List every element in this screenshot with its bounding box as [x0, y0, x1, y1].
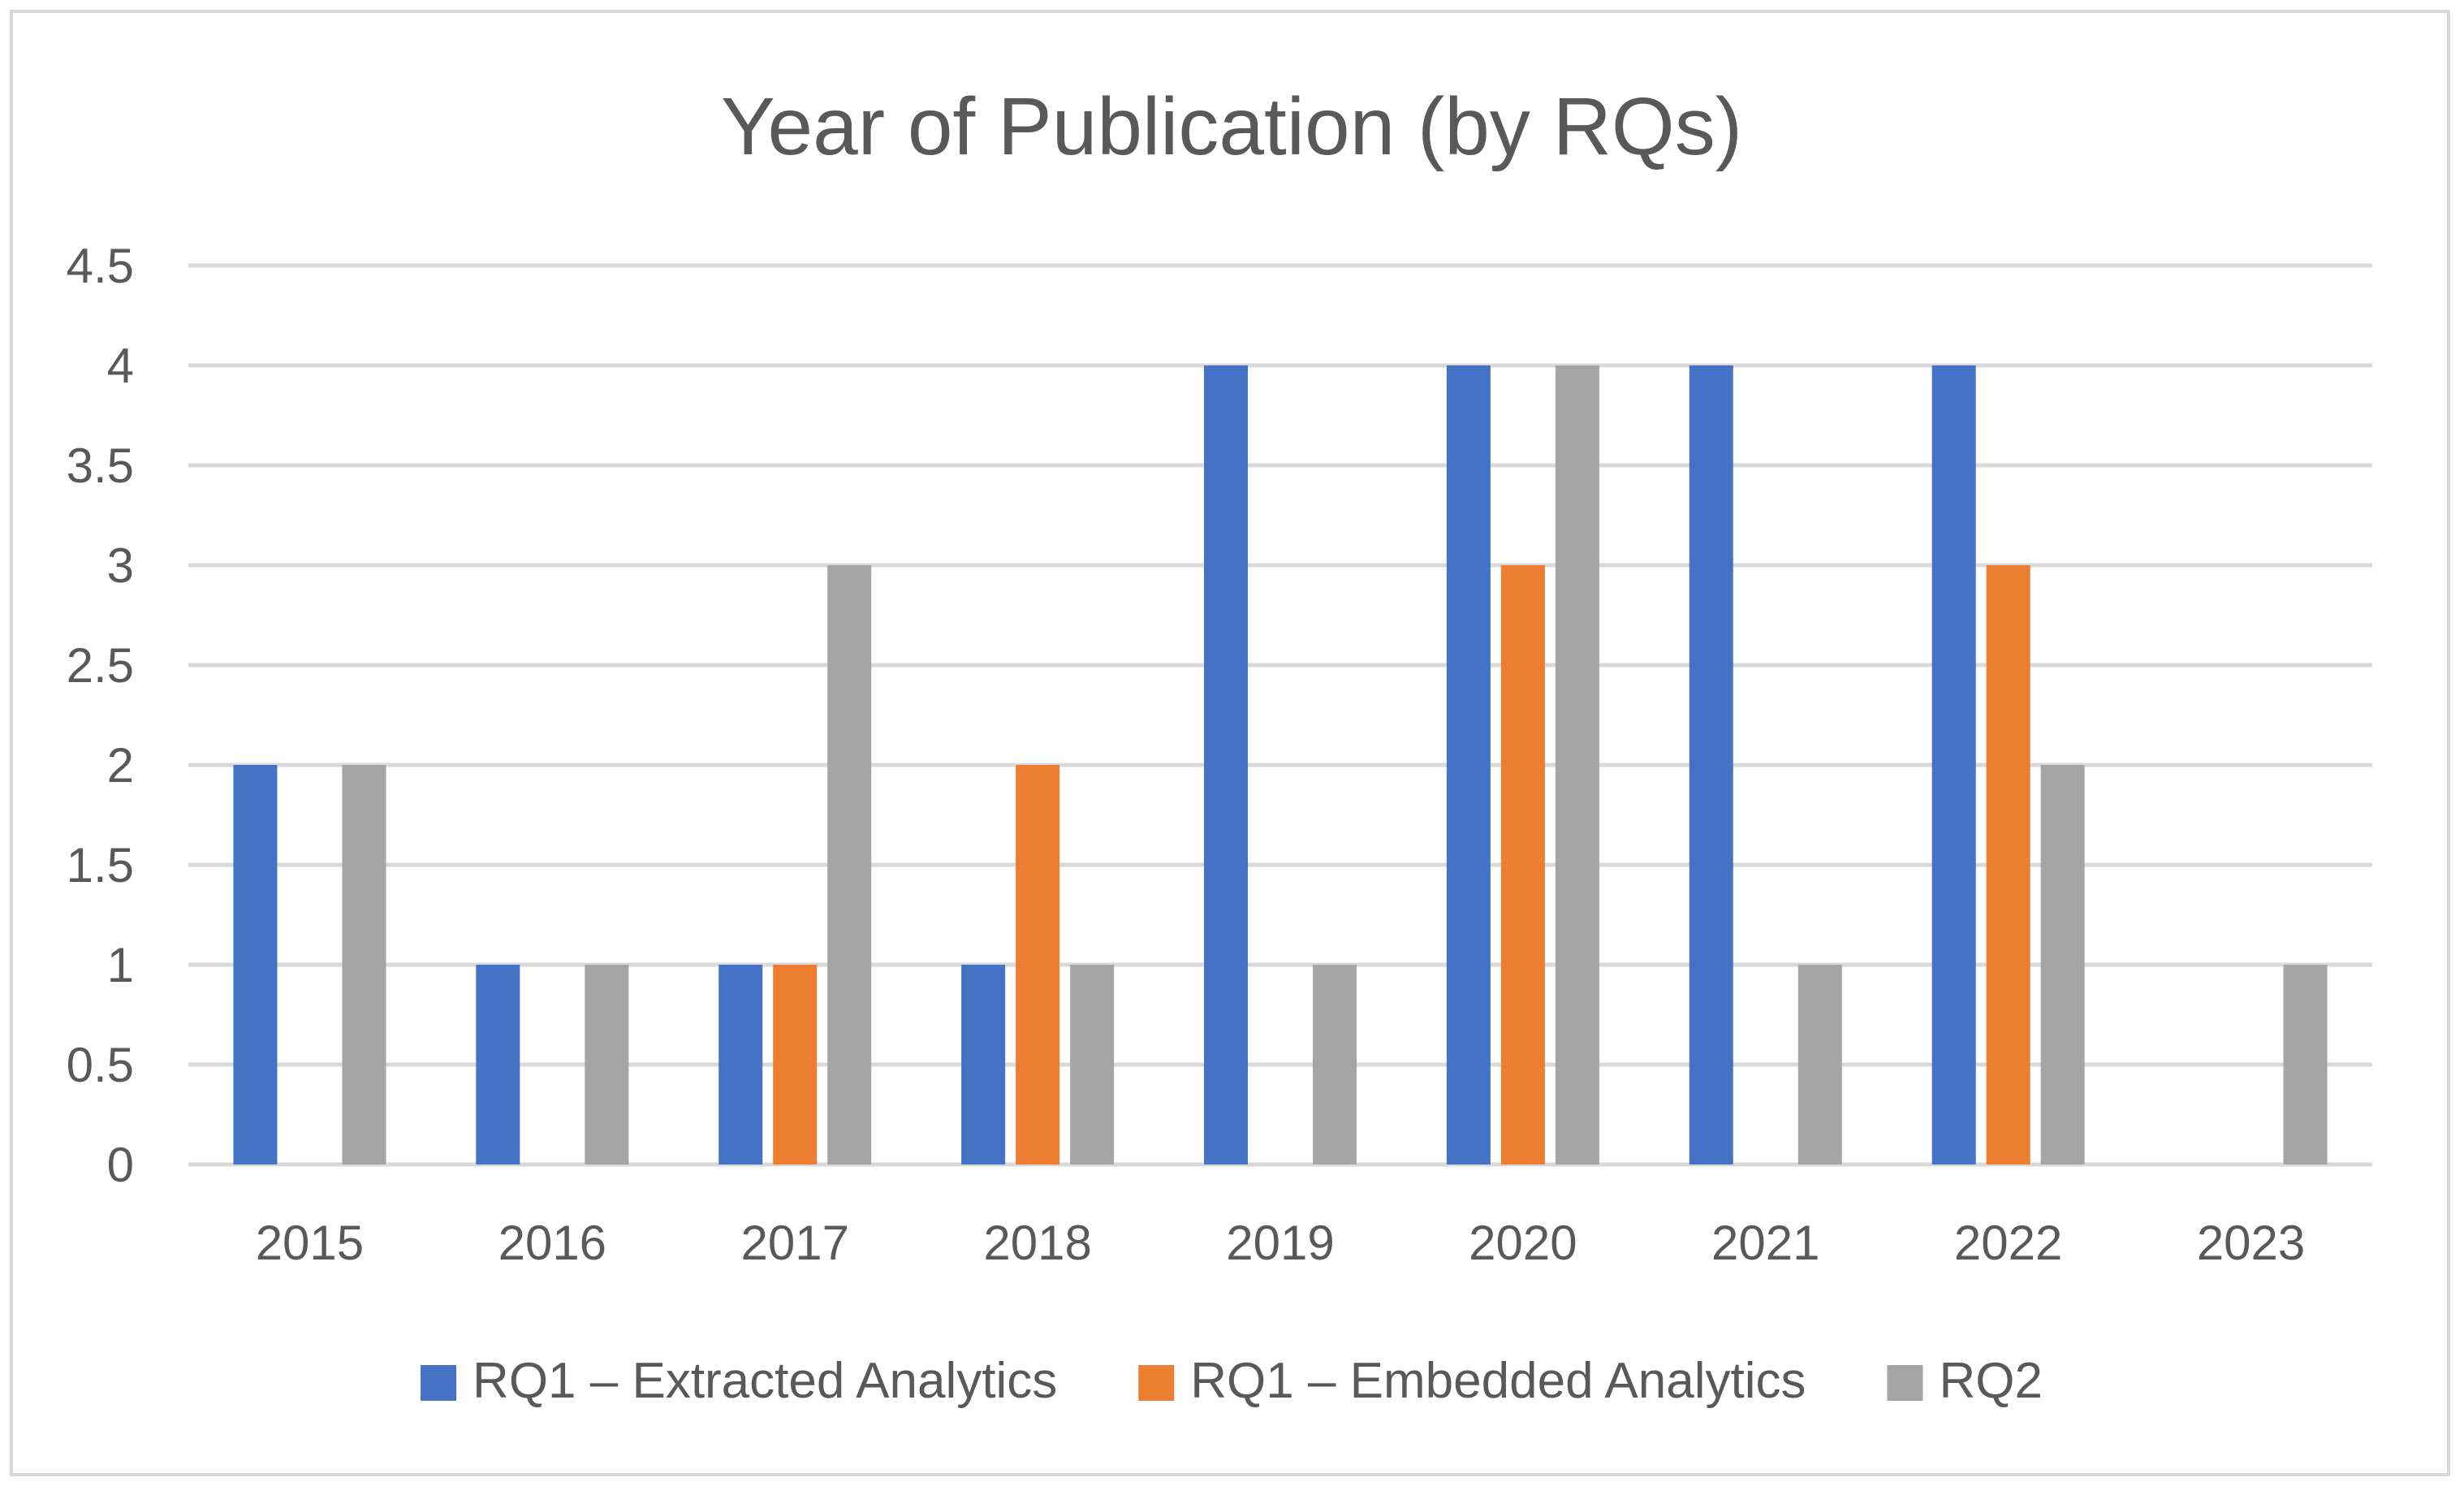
- y-tick-label: 4.5: [67, 239, 134, 293]
- y-axis-tick-labels: 0 0.5 1 1.5 2 2.5 3 3.5 4 4.5: [67, 239, 134, 1192]
- x-tick-label: 2023: [2197, 1216, 2305, 1270]
- bar-rq2-2021: [1797, 965, 1842, 1164]
- x-tick-label: 2021: [1711, 1216, 1819, 1270]
- bar-rq1-extracted-analytics-2018: [961, 965, 1006, 1164]
- y-tick-label: 1: [107, 938, 134, 992]
- x-tick-label: 2020: [1469, 1216, 1577, 1270]
- bar-rq2-2020: [1555, 365, 1599, 1164]
- y-tick-label: 0: [107, 1138, 134, 1192]
- bar-rq1-extracted-analytics-2021: [1689, 365, 1733, 1164]
- x-tick-label: 2017: [740, 1216, 848, 1270]
- bar-rq1-extracted-analytics-2016: [476, 965, 520, 1164]
- bar-rq2-2016: [585, 965, 629, 1164]
- bar-rq1-embedded-analytics-2020: [1500, 565, 1545, 1164]
- x-tick-label: 2018: [983, 1216, 1091, 1270]
- legend-swatch: [421, 1365, 457, 1401]
- legend: RQ1 – Extracted Analytics RQ1 – Embedded …: [421, 1353, 2043, 1409]
- bar-rq1-embedded-analytics-2017: [773, 965, 818, 1164]
- legend-label: RQ1 – Embedded Analytics: [1190, 1353, 1806, 1409]
- legend-label: RQ2: [1939, 1353, 2042, 1409]
- bars: [233, 365, 2328, 1164]
- y-tick-label: 4: [107, 339, 134, 393]
- legend-swatch: [1138, 1365, 1175, 1401]
- bar-rq2-2019: [1313, 965, 1357, 1164]
- legend-item: RQ1 – Embedded Analytics: [1138, 1353, 1806, 1409]
- bar-rq1-embedded-analytics-2018: [1016, 765, 1060, 1164]
- chart-title: Year of Publication (by RQs): [721, 81, 1742, 172]
- bar-rq1-extracted-analytics-2020: [1446, 365, 1491, 1164]
- legend-item: RQ2: [1887, 1353, 2043, 1409]
- bar-rq2-2023: [2283, 965, 2328, 1164]
- x-tick-label: 2015: [256, 1216, 364, 1270]
- bar-rq1-extracted-analytics-2017: [718, 965, 763, 1164]
- bar-rq1-embedded-analytics-2022: [1986, 565, 2030, 1164]
- legend-item: RQ1 – Extracted Analytics: [421, 1353, 1057, 1409]
- legend-label: RQ1 – Extracted Analytics: [473, 1353, 1057, 1409]
- x-tick-label: 2022: [1954, 1216, 2062, 1270]
- x-axis-tick-labels: 2015 2016 2017 2018 2019 2020 2021 2022 2023: [256, 1216, 2306, 1270]
- y-tick-label: 0.5: [67, 1038, 134, 1092]
- legend-swatch: [1887, 1365, 1923, 1401]
- y-tick-label: 2.5: [67, 638, 134, 693]
- x-tick-label: 2019: [1226, 1216, 1334, 1270]
- x-tick-label: 2016: [498, 1216, 606, 1270]
- bar-rq2-2022: [2040, 765, 2085, 1164]
- bar-rq2-2017: [827, 565, 872, 1164]
- y-tick-label: 1.5: [67, 838, 134, 892]
- bar-rq1-extracted-analytics-2015: [233, 765, 278, 1164]
- bar-rq2-2018: [1070, 965, 1115, 1164]
- bar-rq1-extracted-analytics-2022: [1931, 365, 1976, 1164]
- y-tick-label: 3.5: [67, 439, 134, 493]
- bar-rq1-extracted-analytics-2019: [1204, 365, 1248, 1164]
- y-tick-label: 3: [107, 538, 134, 593]
- y-tick-label: 2: [107, 738, 134, 793]
- bar-rq2-2015: [342, 765, 386, 1164]
